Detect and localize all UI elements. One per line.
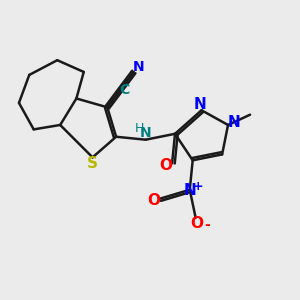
- Text: N: N: [194, 97, 206, 112]
- Text: +: +: [193, 180, 203, 193]
- Text: N: N: [132, 60, 144, 74]
- Text: N: N: [140, 126, 152, 140]
- Text: N: N: [227, 115, 240, 130]
- Text: H: H: [134, 122, 144, 135]
- Text: O: O: [159, 158, 172, 173]
- Text: O: O: [147, 193, 160, 208]
- Text: O: O: [190, 216, 204, 231]
- Text: S: S: [87, 156, 98, 171]
- Text: N: N: [183, 182, 196, 197]
- Text: C: C: [119, 82, 130, 97]
- Text: -: -: [204, 218, 210, 232]
